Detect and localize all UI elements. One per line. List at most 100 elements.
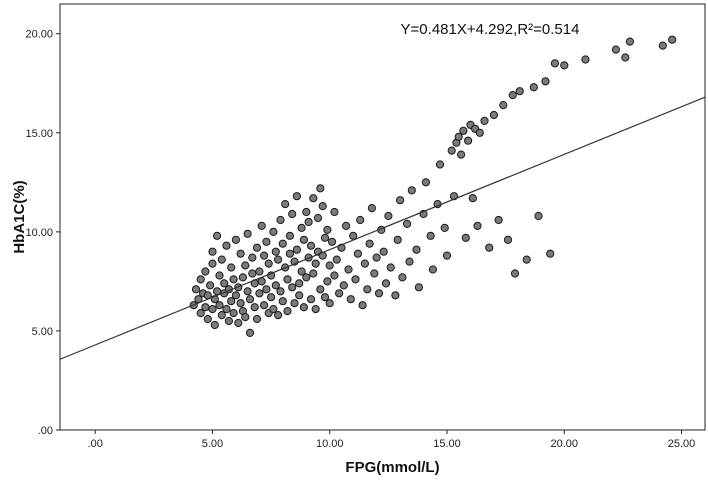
data-point — [241, 261, 250, 270]
data-point — [330, 271, 339, 280]
data-point — [295, 279, 304, 288]
data-point — [393, 235, 402, 244]
data-point — [541, 77, 550, 86]
data-point — [381, 279, 391, 288]
data-point — [302, 273, 311, 282]
data-point — [231, 291, 240, 300]
data-point — [510, 269, 520, 278]
axis-ticks: .00 5.00 10.00 15.00 20.00 25.00 .00 5.00 10.00 1… — [25, 29, 695, 450]
data-point — [349, 231, 358, 240]
data-point — [358, 301, 367, 310]
data-point — [398, 273, 407, 282]
data-point — [461, 233, 470, 242]
data-point — [386, 263, 395, 272]
data-point — [283, 275, 292, 284]
y-tick-label: 15.00 — [25, 128, 53, 140]
data-point — [306, 295, 316, 304]
data-point — [213, 231, 222, 240]
data-point — [248, 269, 257, 278]
x-axis-title: FPG(mmol/L) — [345, 459, 439, 476]
data-point — [217, 311, 226, 320]
data-point — [374, 289, 384, 298]
data-point — [262, 237, 271, 246]
data-point — [668, 35, 677, 44]
regression-annotation: Y=0.481X+4.292,R²=0.514 — [401, 21, 580, 38]
data-point — [288, 209, 297, 219]
data-point — [342, 221, 351, 230]
data-point — [252, 314, 262, 324]
data-point — [206, 281, 215, 290]
data-point — [332, 255, 341, 264]
data-point — [363, 285, 372, 294]
data-point — [215, 271, 224, 280]
data-point — [306, 241, 316, 250]
data-point — [457, 150, 466, 159]
data-point — [396, 196, 405, 205]
data-point — [325, 261, 334, 270]
data-point — [313, 213, 323, 223]
data-point — [217, 255, 226, 264]
data-point — [508, 91, 517, 100]
data-point — [245, 295, 255, 304]
data-point — [227, 297, 236, 306]
data-point — [323, 277, 332, 286]
data-point — [297, 223, 306, 232]
y-tick-label: .00 — [38, 425, 53, 437]
data-point — [328, 237, 337, 246]
data-point — [391, 291, 400, 300]
data-point — [248, 253, 257, 262]
x-tick-label: 20.00 — [551, 438, 579, 450]
data-point — [278, 297, 287, 306]
data-point — [534, 211, 543, 221]
data-point — [320, 293, 330, 302]
data-point — [201, 267, 210, 276]
data-point — [236, 299, 245, 308]
data-point — [428, 265, 437, 274]
data-point — [522, 255, 531, 264]
y-tick-label: 20.00 — [25, 29, 53, 41]
y-tick-label: 5.00 — [32, 326, 53, 338]
data-point — [494, 215, 503, 225]
data-point — [285, 249, 294, 258]
data-point — [379, 247, 388, 256]
data-point — [243, 287, 252, 296]
data-point — [299, 235, 308, 244]
data-point — [227, 263, 236, 272]
data-point — [503, 235, 513, 244]
data-point — [231, 235, 240, 244]
data-point — [353, 249, 362, 258]
data-point — [459, 126, 468, 135]
data-point — [269, 227, 278, 236]
data-point — [625, 37, 635, 46]
data-point — [295, 291, 304, 300]
data-point — [208, 305, 217, 314]
data-point — [257, 221, 266, 230]
data-point — [367, 204, 376, 213]
data-point — [241, 313, 250, 322]
data-point — [203, 314, 212, 324]
data-point — [407, 186, 416, 195]
data-point — [550, 59, 560, 68]
data-point — [238, 273, 247, 282]
data-point — [255, 289, 264, 298]
data-point — [464, 136, 473, 145]
data-point — [229, 309, 238, 318]
points-layer — [189, 35, 677, 337]
data-point — [316, 184, 325, 193]
data-point — [210, 320, 219, 330]
data-point — [323, 225, 332, 234]
data-point — [435, 160, 445, 169]
data-point — [269, 305, 278, 314]
data-point — [560, 61, 569, 70]
data-point — [220, 279, 229, 288]
data-point — [360, 259, 369, 268]
data-point — [370, 269, 379, 278]
data-point — [309, 194, 318, 203]
data-point — [262, 285, 271, 294]
data-point — [250, 303, 259, 312]
data-point — [267, 293, 276, 302]
data-point — [365, 239, 374, 248]
plot-area-frame — [59, 3, 706, 431]
data-point — [222, 305, 231, 314]
